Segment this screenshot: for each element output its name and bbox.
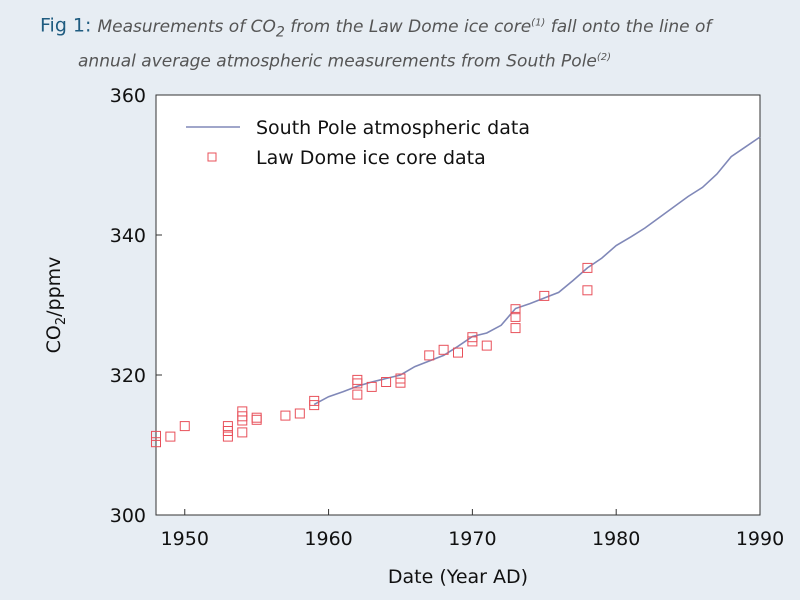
y-axis-label: CO2/ppmv (43, 257, 69, 354)
law-dome-point (352, 389, 363, 400)
law-dome-point (467, 336, 478, 347)
figure-caption: Fig 1: Measurements of CO2 from the Law … (40, 10, 780, 75)
law-dome-point (381, 377, 392, 387)
law-dome-point (151, 437, 161, 448)
figure-label: Fig 1: (40, 14, 92, 37)
law-dome-point (222, 426, 233, 436)
law-dome-point (237, 427, 248, 438)
law-dome-point (251, 414, 262, 425)
law-dome-point (222, 431, 233, 442)
law-dome-point (481, 340, 492, 351)
law-dome-point (309, 400, 320, 411)
x-tick-label: 1960 (304, 528, 352, 550)
law-dome-point (237, 415, 248, 426)
law-dome-point (179, 421, 190, 432)
law-dome-point (510, 323, 521, 334)
x-axis-label: Date (Year AD) (388, 566, 528, 588)
law-dome-point (438, 344, 449, 355)
law-dome-point (352, 378, 363, 389)
law-dome-point (582, 262, 593, 273)
caption-line-2: annual average atmospheric measurements … (78, 51, 612, 72)
caption-line-1: Measurements of CO2 from the Law Dome ic… (97, 16, 712, 41)
plot-area (155, 94, 761, 516)
y-tick-label: 320 (110, 365, 146, 387)
legend-label-law-dome: Law Dome ice core data (256, 147, 486, 169)
legend: South Pole atmospheric data Law Dome ice… (186, 117, 530, 169)
law-dome-point (453, 347, 463, 358)
x-tick-label: 1990 (736, 528, 784, 550)
law-dome-point (510, 311, 521, 322)
legend-marker-swatch (207, 152, 217, 162)
law-dome-point (151, 430, 161, 441)
y-tick-label: 340 (110, 225, 146, 247)
x-tick-label: 1980 (592, 528, 640, 550)
legend-label-south-pole: South Pole atmospheric data (256, 117, 530, 139)
law-dome-point (165, 431, 176, 442)
law-dome-point (510, 304, 521, 315)
law-dome-point (280, 410, 291, 421)
law-dome-point (582, 285, 593, 296)
law-dome-point (294, 408, 305, 419)
law-dome-point (539, 290, 550, 301)
law-dome-point (366, 381, 377, 392)
y-tick-label: 360 (110, 85, 146, 107)
x-tick-label: 1950 (161, 528, 209, 550)
law-dome-point (395, 377, 406, 388)
law-dome-point (424, 350, 435, 361)
y-tick-label: 300 (110, 505, 146, 527)
x-tick-label: 1970 (448, 528, 496, 550)
